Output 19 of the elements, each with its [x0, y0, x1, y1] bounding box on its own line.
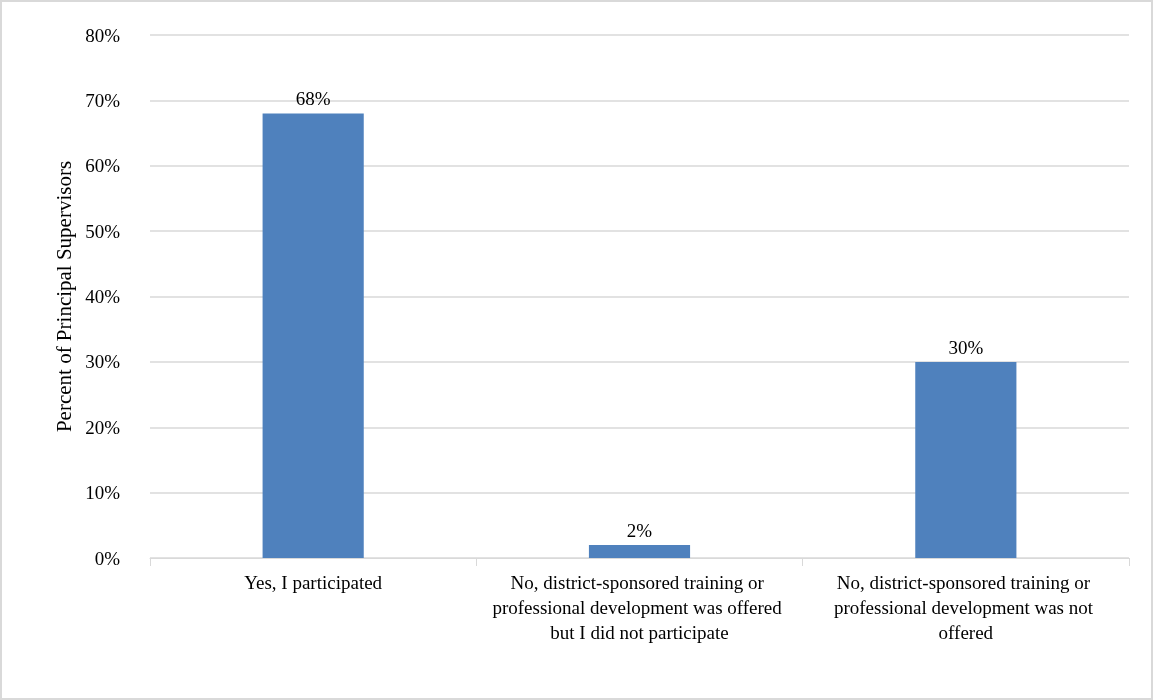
data-label: 68%: [295, 88, 331, 110]
y-tick-label: 0%: [94, 547, 121, 569]
y-tick-label: 40%: [85, 286, 121, 307]
data-label: 2%: [626, 519, 653, 541]
y-tick-label: 80%: [85, 24, 121, 46]
data-label: 30%: [948, 336, 984, 358]
y-tick-label: 20%: [85, 416, 121, 438]
bar: [262, 113, 364, 558]
y-tick-label: 30%: [85, 351, 121, 373]
x-tick-label: No, district-sponsored training or professional development was not offered: [833, 572, 1098, 643]
x-tick-label: No, district-sponsored training or professional development was offered but I did not participate: [492, 572, 787, 643]
y-tick-label: 60%: [85, 155, 121, 177]
y-tick-label: 10%: [85, 482, 121, 504]
x-tick-label: Yes, I participated: [244, 572, 383, 593]
bar: [915, 361, 1017, 558]
y-tick-label: 50%: [85, 220, 121, 242]
bar: [588, 544, 691, 558]
y-axis-title: Percent of Principal Supervisors: [51, 160, 76, 433]
y-tick-label: 70%: [85, 89, 121, 111]
